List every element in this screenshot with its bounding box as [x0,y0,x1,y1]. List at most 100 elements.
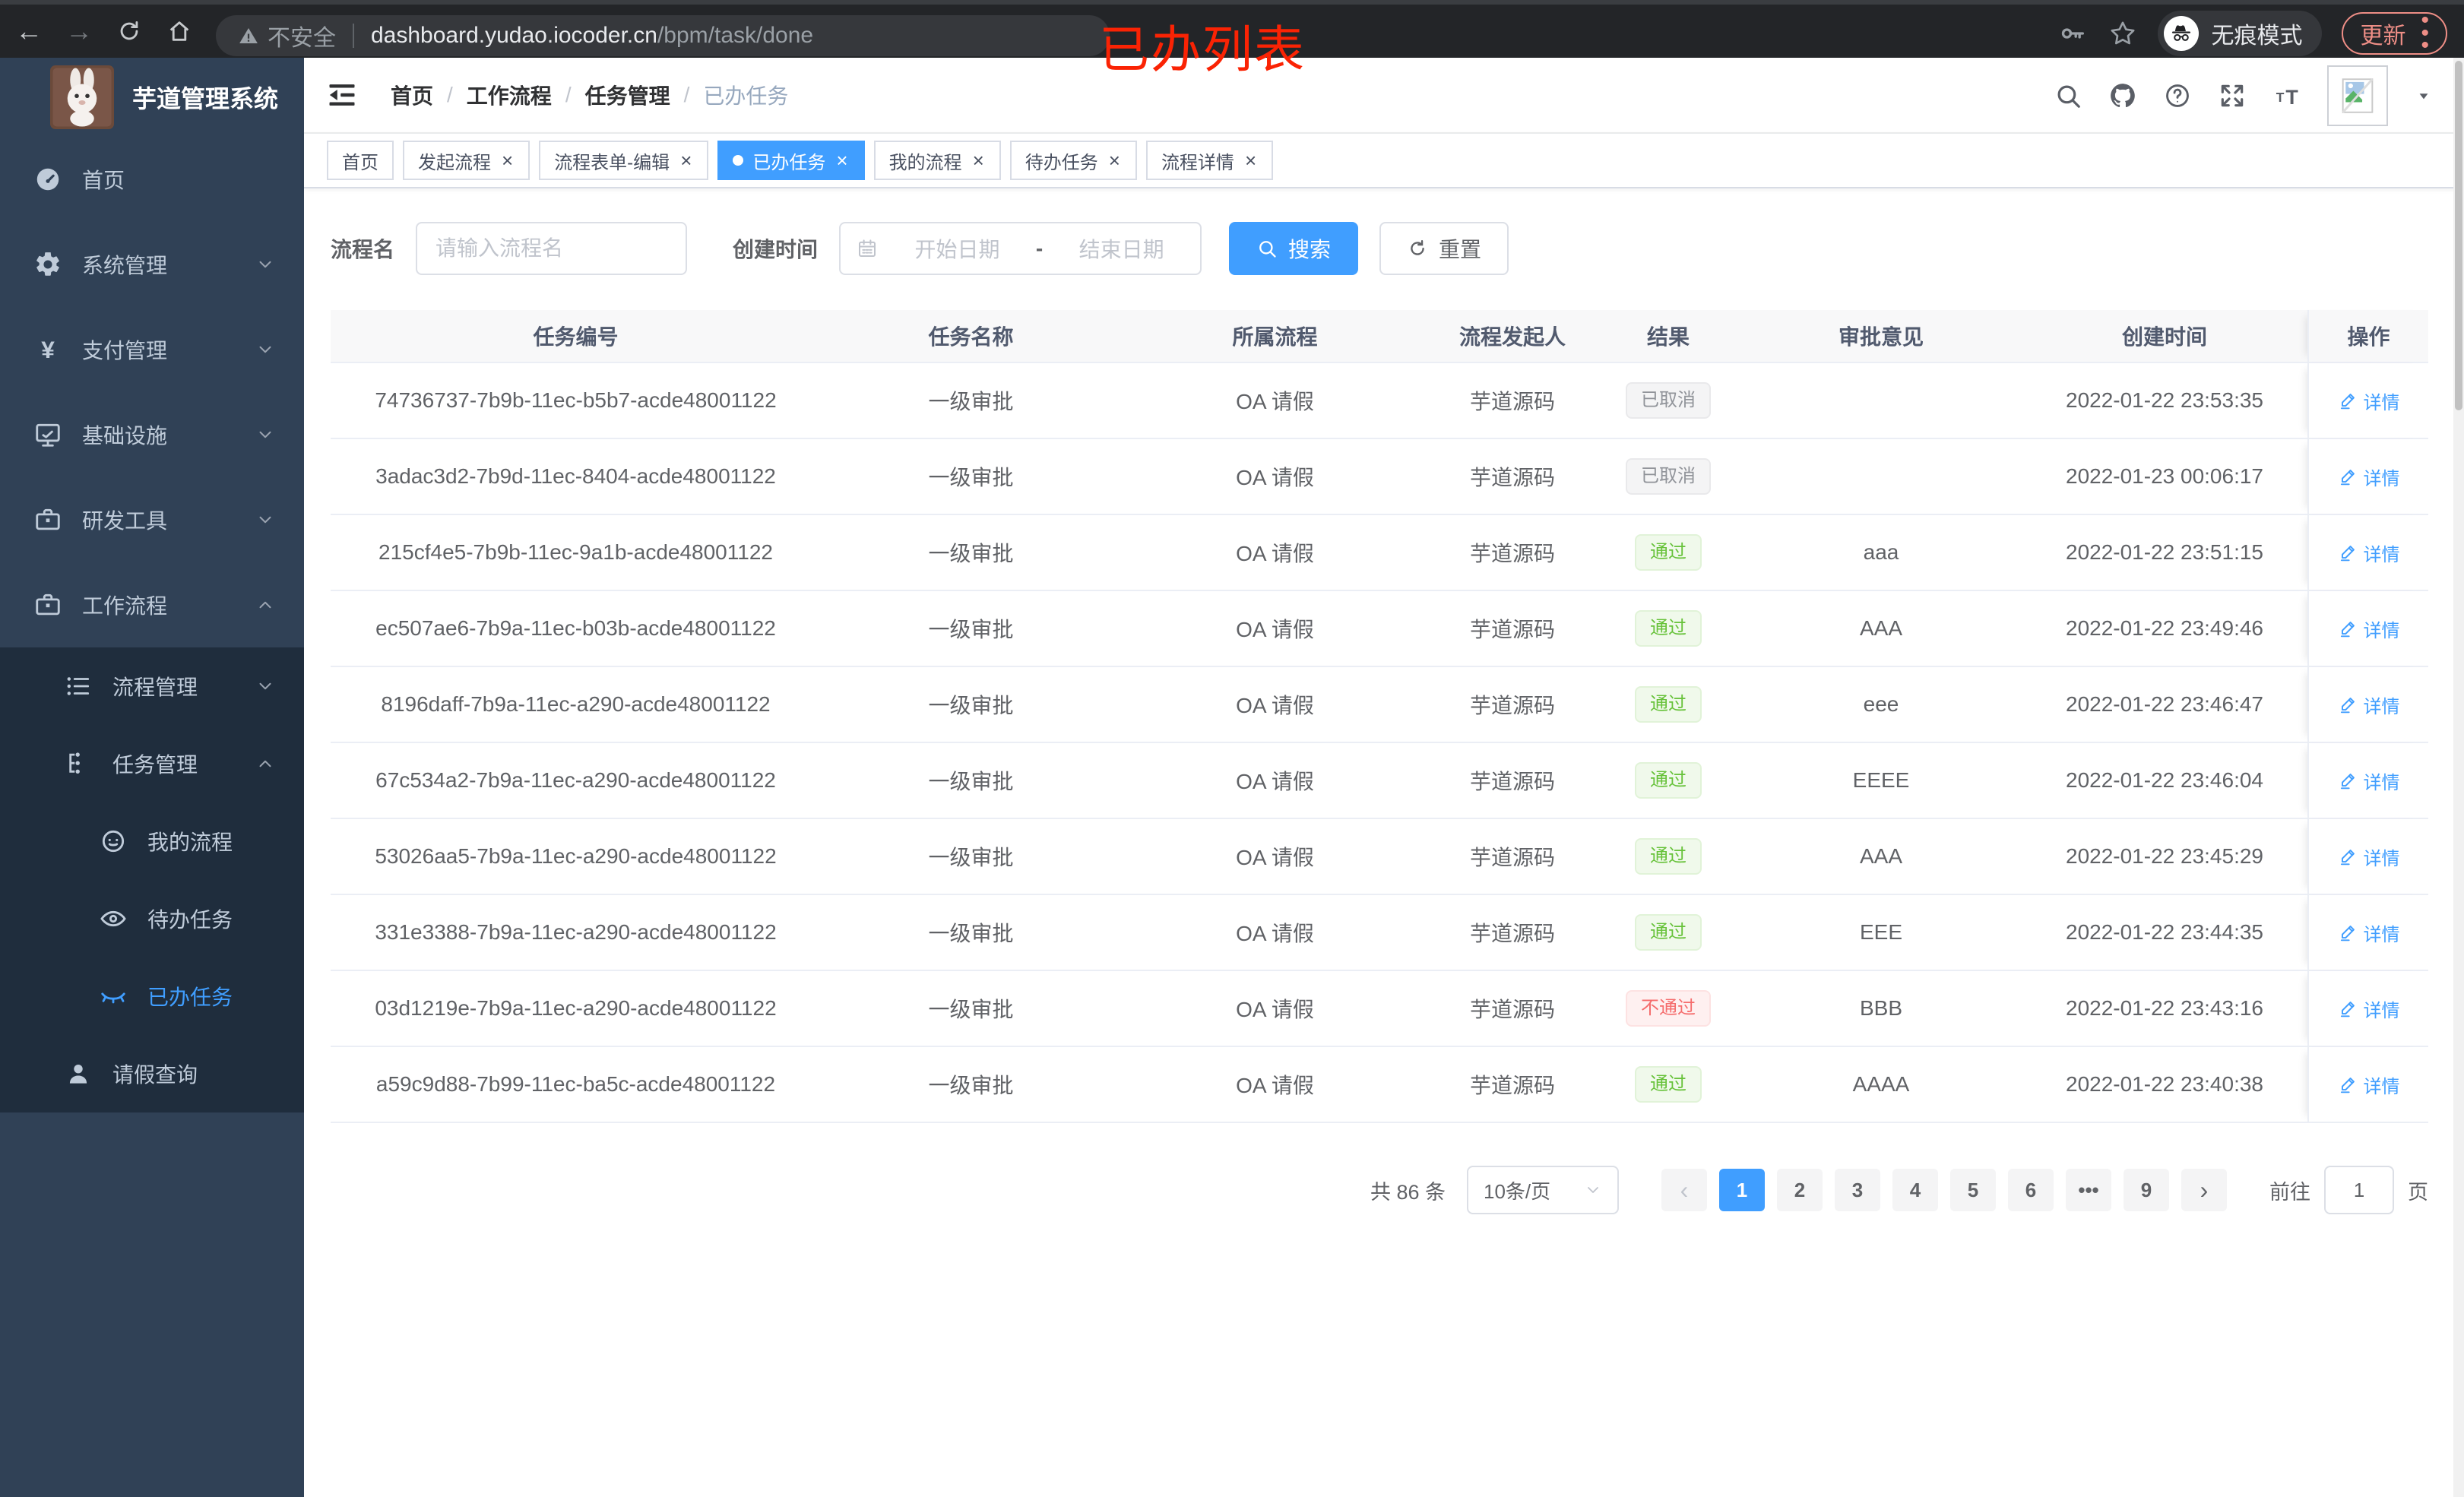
close-icon[interactable]: × [1244,149,1257,172]
cell-starter: 芋道源码 [1469,466,1555,489]
sidebar-item-home[interactable]: 首页 [0,137,304,222]
tab-todo-tasks[interactable]: 待办任务 × [1009,141,1137,180]
result-badge: 不通过 [1626,989,1711,1027]
sidebar-item-payment[interactable]: ¥ 支付管理 [0,307,304,392]
search-icon[interactable] [2054,81,2082,110]
tab-my-process[interactable]: 我的流程 × [873,141,1001,180]
cell-created: 2022-01-22 23:53:35 [2066,388,2263,412]
result-badge: 已取消 [1626,457,1711,495]
menu-kebab-icon[interactable]: • • • [2421,8,2429,59]
sidebar-item-dev-tools[interactable]: 研发工具 [0,477,304,562]
page-button-1[interactable]: 1 [1719,1169,1765,1211]
sidebar-item-my-process[interactable]: 我的流程 [0,802,304,880]
detail-link[interactable]: 详情 [2338,995,2400,1022]
incognito-badge: 无痕模式 [2158,11,2323,56]
key-icon[interactable] [2057,18,2088,49]
help-icon[interactable] [2163,81,2192,110]
sidebar-item-system[interactable]: 系统管理 [0,222,304,307]
cell-task-id: 74736737-7b9b-11ec-b5b7-acde48001122 [375,388,777,412]
detail-link[interactable]: 详情 [2338,388,2400,414]
sidebar-item-task-mgmt[interactable]: 任务管理 [0,725,304,802]
reset-button[interactable]: 重置 [1379,222,1509,275]
bookmark-star-icon[interactable] [2108,18,2138,49]
goto-page-input[interactable] [2324,1166,2394,1214]
fullscreen-icon[interactable] [2218,81,2247,110]
home-icon[interactable] [158,10,201,52]
tab-home[interactable]: 首页 [327,141,394,180]
close-icon[interactable]: × [502,149,514,172]
detail-link[interactable]: 详情 [2338,1071,2400,1098]
tab-done-tasks[interactable]: 已办任务 × [717,141,865,180]
forward-icon[interactable]: → [65,15,93,46]
sidebar-item-infrastructure[interactable]: 基础设施 [0,392,304,477]
detail-link[interactable]: 详情 [2338,767,2400,794]
cell-process: OA 请假 [1236,998,1314,1021]
cell-actions: 详情 [2307,591,2428,666]
date-range-input[interactable]: 开始日期 - 结束日期 [839,222,1202,275]
breadcrumb-item[interactable]: 首页 [391,84,434,108]
face-icon [99,827,128,856]
cell-result: 通过 [1596,1047,1740,1122]
page-button-9[interactable]: 9 [2124,1169,2169,1211]
cell-comment: EEE [1859,920,1903,944]
detail-link[interactable]: 详情 [2338,464,2400,490]
cell-result: 已取消 [1596,439,1740,514]
app-logo-row[interactable]: 芋道管理系统 [0,58,304,137]
cell-process: OA 请假 [1236,542,1314,565]
detail-link[interactable]: 详情 [2338,919,2400,946]
scrollbar-thumb[interactable] [2455,61,2462,410]
result-badge: 通过 [1635,761,1702,799]
search-button[interactable]: 搜索 [1229,222,1359,275]
tab-start-process[interactable]: 发起流程 × [403,141,530,180]
page-button-4[interactable]: 4 [1892,1169,1938,1211]
sidebar-collapse-icon[interactable] [325,78,359,112]
chevron-down-icon [255,425,275,445]
eye-closed-icon [99,982,128,1011]
sidebar-item-todo-tasks[interactable]: 待办任务 [0,880,304,957]
page-button-3[interactable]: 3 [1835,1169,1880,1211]
chevron-down-icon [255,340,275,359]
tab-process-detail[interactable]: 流程详情 × [1145,141,1274,180]
url-host: dashboard.yudao.iocoder.cn [371,23,657,48]
back-icon[interactable]: ← [15,15,43,46]
sidebar-item-process-mgmt[interactable]: 流程管理 [0,647,304,725]
page-button-6[interactable]: 6 [2008,1169,2054,1211]
cell-comment: EEEE [1852,768,1910,792]
next-page-button[interactable]: › [2181,1169,2227,1211]
calendar-icon [856,237,879,260]
page-size-select[interactable]: 10条/页 [1467,1166,1619,1214]
process-name-input[interactable] [416,222,688,275]
address-bar[interactable]: 不安全 dashboard.yudao.iocoder.cn /bpm/task… [216,15,1110,56]
cell-starter: 芋道源码 [1469,846,1555,869]
cell-created: 2022-01-22 23:46:47 [2066,692,2263,716]
tab-form-edit[interactable]: 流程表单-编辑 × [539,141,709,180]
total-count: 共 86 条 [1370,1180,1446,1204]
sidebar-item-leave-query[interactable]: 请假查询 [0,1035,304,1112]
breadcrumb-item[interactable]: 任务管理 [584,84,670,108]
browser-toolbar: ← → 不安全 dashboard.yudao.iocoder.cn /bpm/… [0,0,2464,58]
sidebar-item-done-tasks[interactable]: 已办任务 [0,957,304,1035]
prev-page-button[interactable]: ‹ [1661,1169,1707,1211]
update-button[interactable]: 更新 • • • [2342,8,2447,59]
page-button-2[interactable]: 2 [1777,1169,1823,1211]
breadcrumb-item[interactable]: 工作流程 [466,84,552,108]
detail-link[interactable]: 详情 [2338,843,2400,870]
close-icon[interactable]: × [836,149,848,172]
sidebar-item-workflow[interactable]: 工作流程 [0,562,304,647]
page-scrollbar[interactable] [2453,58,2464,1497]
close-icon[interactable]: × [680,149,692,172]
reload-icon[interactable] [108,10,150,52]
close-icon[interactable]: × [972,149,984,172]
avatar[interactable] [2327,65,2388,126]
cell-actions: 详情 [2307,363,2428,438]
detail-link[interactable]: 详情 [2338,540,2400,566]
detail-link[interactable]: 详情 [2338,692,2400,718]
page-button-5[interactable]: 5 [1950,1169,1996,1211]
caret-down-icon[interactable] [2414,86,2434,106]
github-icon[interactable] [2108,81,2137,110]
pages-ellipsis[interactable]: ••• [2066,1169,2111,1211]
close-icon[interactable]: × [1108,149,1120,172]
detail-link[interactable]: 详情 [2338,616,2400,642]
